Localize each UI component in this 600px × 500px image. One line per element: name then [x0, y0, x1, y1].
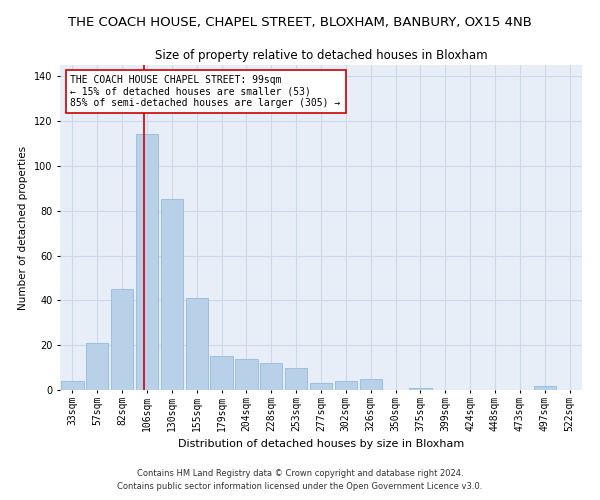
Bar — [235, 358, 257, 390]
Bar — [61, 381, 83, 390]
Text: THE COACH HOUSE, CHAPEL STREET, BLOXHAM, BANBURY, OX15 4NB: THE COACH HOUSE, CHAPEL STREET, BLOXHAM,… — [68, 16, 532, 29]
Bar — [161, 200, 183, 390]
Bar — [285, 368, 307, 390]
Bar — [533, 386, 556, 390]
Text: THE COACH HOUSE CHAPEL STREET: 99sqm
← 15% of detached houses are smaller (53)
8: THE COACH HOUSE CHAPEL STREET: 99sqm ← 1… — [70, 74, 341, 108]
Text: Contains public sector information licensed under the Open Government Licence v3: Contains public sector information licen… — [118, 482, 482, 491]
Bar — [359, 379, 382, 390]
Title: Size of property relative to detached houses in Bloxham: Size of property relative to detached ho… — [155, 50, 487, 62]
Bar — [409, 388, 431, 390]
Text: Contains HM Land Registry data © Crown copyright and database right 2024.: Contains HM Land Registry data © Crown c… — [137, 468, 463, 477]
Y-axis label: Number of detached properties: Number of detached properties — [19, 146, 28, 310]
X-axis label: Distribution of detached houses by size in Bloxham: Distribution of detached houses by size … — [178, 439, 464, 449]
Bar — [86, 343, 109, 390]
Bar — [310, 384, 332, 390]
Bar — [260, 363, 283, 390]
Bar — [211, 356, 233, 390]
Bar — [111, 289, 133, 390]
Bar — [335, 381, 357, 390]
Bar — [185, 298, 208, 390]
Bar — [136, 134, 158, 390]
